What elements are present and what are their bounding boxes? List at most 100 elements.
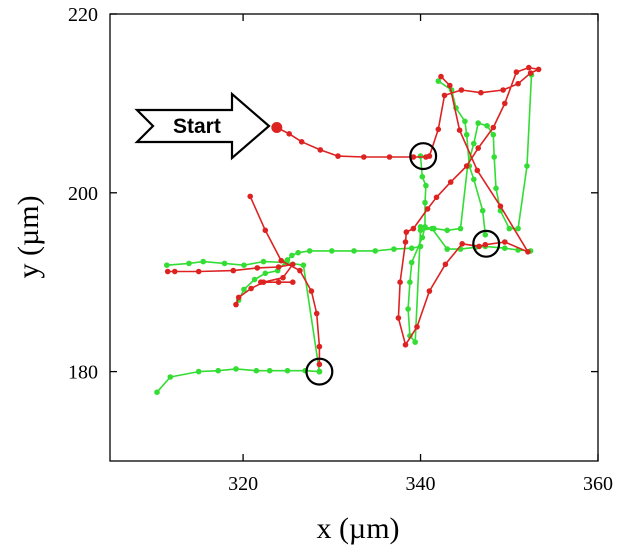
y-tick-label: 200 [68, 183, 98, 205]
series-red-1-point [297, 267, 303, 274]
series-red-1-point [316, 343, 323, 350]
series-green-6-point [391, 246, 397, 252]
series-red-1-line [249, 196, 321, 365]
series-red-1-point [313, 310, 320, 317]
series-green-8-point [484, 123, 490, 129]
series-red-0-point [458, 87, 465, 93]
series-red-0-point [438, 73, 444, 80]
series-green-8-point [417, 224, 424, 230]
series-green-9-point [479, 207, 486, 214]
series-red-0-point [535, 66, 542, 73]
series-red-3-point [290, 279, 296, 286]
series-red-0-point [424, 206, 431, 212]
series-green-5-point [200, 258, 206, 265]
series-green-4-point [167, 374, 174, 380]
series-green-8-point [490, 131, 497, 138]
series-red-0-point [317, 147, 324, 153]
series-red-1-point [316, 361, 323, 368]
series-green-8-point [457, 225, 464, 232]
series-green-6-point [306, 248, 313, 254]
series-green-7-point [412, 339, 419, 345]
series-green-6-point [295, 249, 301, 256]
series-green-8-point [524, 163, 530, 169]
series-green-8-point [493, 185, 499, 192]
series-red-0-point [395, 315, 402, 321]
series-green-9-point [463, 131, 470, 138]
series-red-1-point [308, 288, 315, 294]
series-red-3-point [275, 279, 282, 286]
series-green-8-point [506, 225, 513, 232]
series-red-2-point [275, 264, 282, 270]
series-red-0-point [397, 279, 403, 286]
series-red-0-point [426, 288, 433, 294]
start-marker [271, 122, 283, 133]
y-tick-label: 220 [68, 4, 98, 26]
series-green-4-point [266, 367, 273, 374]
series-red-0-point [502, 100, 508, 107]
plot-frame [109, 13, 599, 462]
series-green-8-point [491, 154, 498, 160]
series-red-2-point [164, 268, 171, 275]
series-green-4-point [215, 367, 221, 374]
series-green-5-point [300, 262, 307, 269]
series-green-5-point [260, 258, 267, 265]
series-green-6-point [241, 286, 247, 293]
series-red-0-point [490, 124, 497, 131]
series-green-7-point [422, 199, 428, 206]
x-ticks: 320 340 360 [228, 14, 613, 495]
series-red-0-point [497, 203, 504, 209]
y-axis-title: y (µm) [12, 195, 45, 278]
series-red-0-point [513, 69, 520, 75]
series-green-4-point [195, 368, 202, 375]
series-green-6-point [408, 245, 415, 251]
series-red-0-point [525, 249, 531, 255]
series-green-7-point [419, 234, 426, 241]
series-red-0-point [442, 261, 449, 268]
series-green-6-point [351, 248, 357, 254]
series-green-7-point [423, 182, 429, 189]
series-red-0-point [402, 239, 409, 245]
series-red-0-point [433, 194, 440, 201]
series-green-6-point [372, 248, 379, 254]
series-green-8-point [475, 120, 482, 126]
series-red-0-point [456, 127, 463, 133]
series-green-5-point [241, 262, 247, 269]
series-red-2-point [233, 301, 239, 308]
series-green-6-point [329, 248, 335, 254]
x-axis-title: x (µm) [316, 512, 399, 545]
series-red-0-point [475, 145, 482, 151]
series-green-4-line [156, 368, 320, 393]
series-red-0-point [515, 80, 521, 87]
series-red-0-point [476, 243, 482, 250]
series-red-0-point [403, 229, 410, 235]
series-red-0-point [482, 241, 489, 248]
series-red-0-point [286, 131, 293, 137]
series-green-8-point [515, 225, 521, 232]
series-green-5-point [186, 260, 192, 267]
series-green-8-point [431, 225, 437, 232]
highlight-circle-1 [472, 229, 501, 258]
series-red-0-point [410, 154, 417, 160]
series-red-2-point [172, 268, 178, 275]
series-red-0-line [276, 66, 540, 346]
series-green-4-point [154, 389, 160, 396]
series-green-7-point [444, 246, 451, 252]
series-red-2-line [167, 263, 294, 305]
series-green-4-point [253, 367, 260, 374]
series-green-4-point [233, 366, 239, 372]
series-red-0-point [402, 342, 409, 348]
series-green-6-point [262, 270, 269, 277]
series-red-2-point [248, 285, 254, 292]
series-red-2-point [230, 267, 237, 274]
series-green-6-point [289, 252, 295, 259]
series-red-0-point [335, 153, 341, 159]
series-red-0-point [410, 225, 417, 232]
series-red-2-point [280, 274, 286, 281]
x-tick-label: 340 [406, 473, 436, 495]
series-green-7-point [408, 259, 415, 266]
trajectory-tracks [154, 64, 542, 396]
series-red-2-point [235, 294, 242, 301]
series-red-2-point [290, 261, 296, 268]
series-red-0-point [361, 154, 367, 160]
